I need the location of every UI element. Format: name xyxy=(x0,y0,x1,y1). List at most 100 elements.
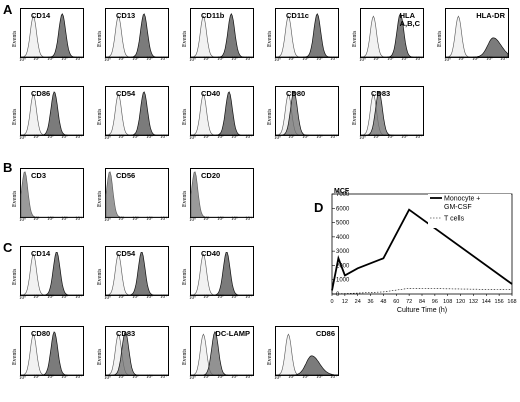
histogram-x-tick-label: 10¹ xyxy=(33,135,40,140)
histogram-y-axis-label: Events xyxy=(97,348,103,365)
isotype-control-curve xyxy=(20,171,83,218)
stained-sample-curve xyxy=(106,251,168,296)
stained-sample-curve xyxy=(106,91,168,136)
marker-label: HLA-DR xyxy=(476,11,505,20)
histogram-curves xyxy=(446,15,509,58)
marker-label: CD83 xyxy=(116,329,136,338)
histogram-x-tick-label: 10¹ xyxy=(203,375,210,380)
histogram-x-tick-label: 10⁰ xyxy=(359,136,367,141)
stained-sample-curve xyxy=(21,91,83,136)
histogram-x-ticks: 10⁰ 10¹ 10² 10³ 10⁴ xyxy=(274,375,338,383)
histogram-x-tick-label: 10³ xyxy=(146,217,153,222)
histogram-x-tick-label: 10⁴ xyxy=(75,57,82,62)
histogram-x-tick-label: 10¹ xyxy=(373,57,380,62)
histogram-curves xyxy=(191,331,253,376)
histogram-x-tick-label: 10⁴ xyxy=(245,295,252,300)
histogram-x-tick-label: 10⁰ xyxy=(19,376,27,381)
histogram-y-axis-label: Events xyxy=(267,30,273,47)
histogram-x-tick-label: 10⁰ xyxy=(274,58,282,63)
histogram-curves xyxy=(20,171,83,218)
histogram-x-tick-label: 10² xyxy=(132,217,139,222)
histogram-x-tick-label: 10¹ xyxy=(118,295,125,300)
histogram-x-tick-label: 10⁰ xyxy=(104,296,112,301)
isotype-control-curve xyxy=(191,15,253,58)
histogram-x-tick-label: 10⁰ xyxy=(359,58,367,63)
histogram-plot: CD40 Events 10⁰ 10¹ 10² 10³ 10⁴ xyxy=(182,86,254,141)
panel-letter-d: D xyxy=(314,200,324,215)
marker-label: CD86 xyxy=(315,329,335,338)
histogram-x-ticks: 10⁰ 10¹ 10² 10³ 10⁴ xyxy=(274,57,338,65)
histogram-x-tick-label: 10² xyxy=(217,57,224,62)
histogram-curves xyxy=(106,251,168,296)
histogram-plot: CD13 Events 10⁰ 10¹ 10² 10³ 10⁴ xyxy=(97,8,169,63)
histogram-plot: CD56 Events 10⁰ 10¹ 10² 10³ 10⁴ xyxy=(97,168,169,223)
y-tick-label: 0 xyxy=(336,292,340,298)
y-axis-label: MCF xyxy=(334,188,350,195)
histogram-x-tick-label: 10² xyxy=(302,57,309,62)
histogram-plot: CD11c Events 10⁰ 10¹ 10² 10³ 10⁴ xyxy=(267,8,339,63)
y-tick-label: 4000 xyxy=(336,235,350,241)
histogram-plot: DC-LAMP Events 10⁰ 10¹ 10² 10³ 10⁴ xyxy=(182,326,254,381)
x-tick-label: 144 xyxy=(482,299,491,305)
histogram-x-ticks: 10⁰ 10¹ 10² 10³ 10⁴ xyxy=(104,295,168,303)
histogram-x-ticks: 10⁰ 10¹ 10² 10³ 10⁴ xyxy=(274,135,338,143)
histogram-x-ticks: 10⁰ 10¹ 10² 10³ 10⁴ xyxy=(104,135,168,143)
histogram-x-tick-label: 10³ xyxy=(231,135,238,140)
x-tick-label: 12 xyxy=(342,299,348,305)
histogram-x-tick-label: 10¹ xyxy=(203,57,210,62)
histogram-curves xyxy=(21,251,83,296)
histogram-x-tick-label: 10² xyxy=(132,57,139,62)
histogram-x-tick-label: 10⁴ xyxy=(245,217,252,222)
histogram-plot: CD80 Events 10⁰ 10¹ 10² 10³ 10⁴ xyxy=(12,326,84,381)
stained-sample-curve xyxy=(106,331,168,376)
histogram-x-tick-label: 10³ xyxy=(61,295,68,300)
histogram-plot: CD86 Events 10⁰ 10¹ 10² 10³ 10⁴ xyxy=(12,86,84,141)
x-tick-label: 0 xyxy=(330,299,333,305)
histogram-x-tick-label: 10³ xyxy=(61,375,68,380)
histogram-plot: CD83 Events 10⁰ 10¹ 10² 10³ 10⁴ xyxy=(352,86,424,141)
histogram-y-axis-label: Events xyxy=(182,348,188,365)
histogram-y-axis-label: Events xyxy=(352,30,358,47)
histogram-y-axis-label: Events xyxy=(182,30,188,47)
stained-sample-curve xyxy=(21,331,83,376)
histogram-y-axis-label: Events xyxy=(97,108,103,125)
histogram-x-tick-label: 10⁴ xyxy=(160,135,167,140)
stained-sample-curve xyxy=(191,331,253,376)
marker-label: CD83 xyxy=(371,89,391,98)
histogram-x-ticks: 10⁰ 10¹ 10² 10³ 10⁴ xyxy=(19,295,83,303)
series-line-t-cells xyxy=(331,287,513,295)
stained-sample-curve xyxy=(191,91,253,136)
y-tick-label: 6000 xyxy=(336,206,350,212)
marker-label: CD11b xyxy=(201,11,225,20)
histogram-x-tick-label: 10³ xyxy=(231,217,238,222)
histogram-x-tick-label: 10² xyxy=(47,295,54,300)
histogram-curves xyxy=(106,13,168,58)
histogram-y-axis-label: Events xyxy=(437,30,443,47)
y-tick-label: 1000 xyxy=(336,278,350,284)
histogram-x-tick-label: 10¹ xyxy=(33,375,40,380)
histogram-x-tick-label: 10¹ xyxy=(288,375,295,380)
histogram-plot: HLA-DR Events 10⁰ 10¹ 10² 10³ 10⁴ xyxy=(437,8,509,63)
histogram-y-axis-label: Events xyxy=(352,108,358,125)
marker-label: CD54 xyxy=(116,89,136,98)
histogram-x-tick-label: 10¹ xyxy=(203,135,210,140)
histogram-curves xyxy=(191,13,253,58)
histogram-x-tick-label: 10⁴ xyxy=(75,217,82,222)
histogram-x-tick-label: 10¹ xyxy=(288,135,295,140)
histogram-x-tick-label: 10⁰ xyxy=(189,136,197,141)
stained-sample-curve xyxy=(21,13,83,58)
histogram-y-axis-label: Events xyxy=(267,108,273,125)
histogram-x-ticks: 10⁰ 10¹ 10² 10³ 10⁴ xyxy=(189,135,253,143)
histogram-x-ticks: 10⁰ 10¹ 10² 10³ 10⁴ xyxy=(359,57,423,65)
histogram-plot: HLA A,B,C Events 10⁰ 10¹ 10² 10³ 10⁴ xyxy=(352,8,424,63)
histogram-x-ticks: 10⁰ 10¹ 10² 10³ 10⁴ xyxy=(104,217,168,225)
histogram-x-tick-label: 10⁴ xyxy=(245,375,252,380)
y-tick-label: 3000 xyxy=(336,249,350,255)
histogram-x-tick-label: 10³ xyxy=(401,135,408,140)
histogram-y-axis-label: Events xyxy=(12,30,18,47)
marker-label: CD56 xyxy=(116,171,136,180)
histogram-x-ticks: 10⁰ 10¹ 10² 10³ 10⁴ xyxy=(189,295,253,303)
histogram-x-tick-label: 10⁴ xyxy=(160,295,167,300)
histogram-x-tick-label: 10² xyxy=(387,135,394,140)
histogram-x-tick-label: 10⁴ xyxy=(160,217,167,222)
